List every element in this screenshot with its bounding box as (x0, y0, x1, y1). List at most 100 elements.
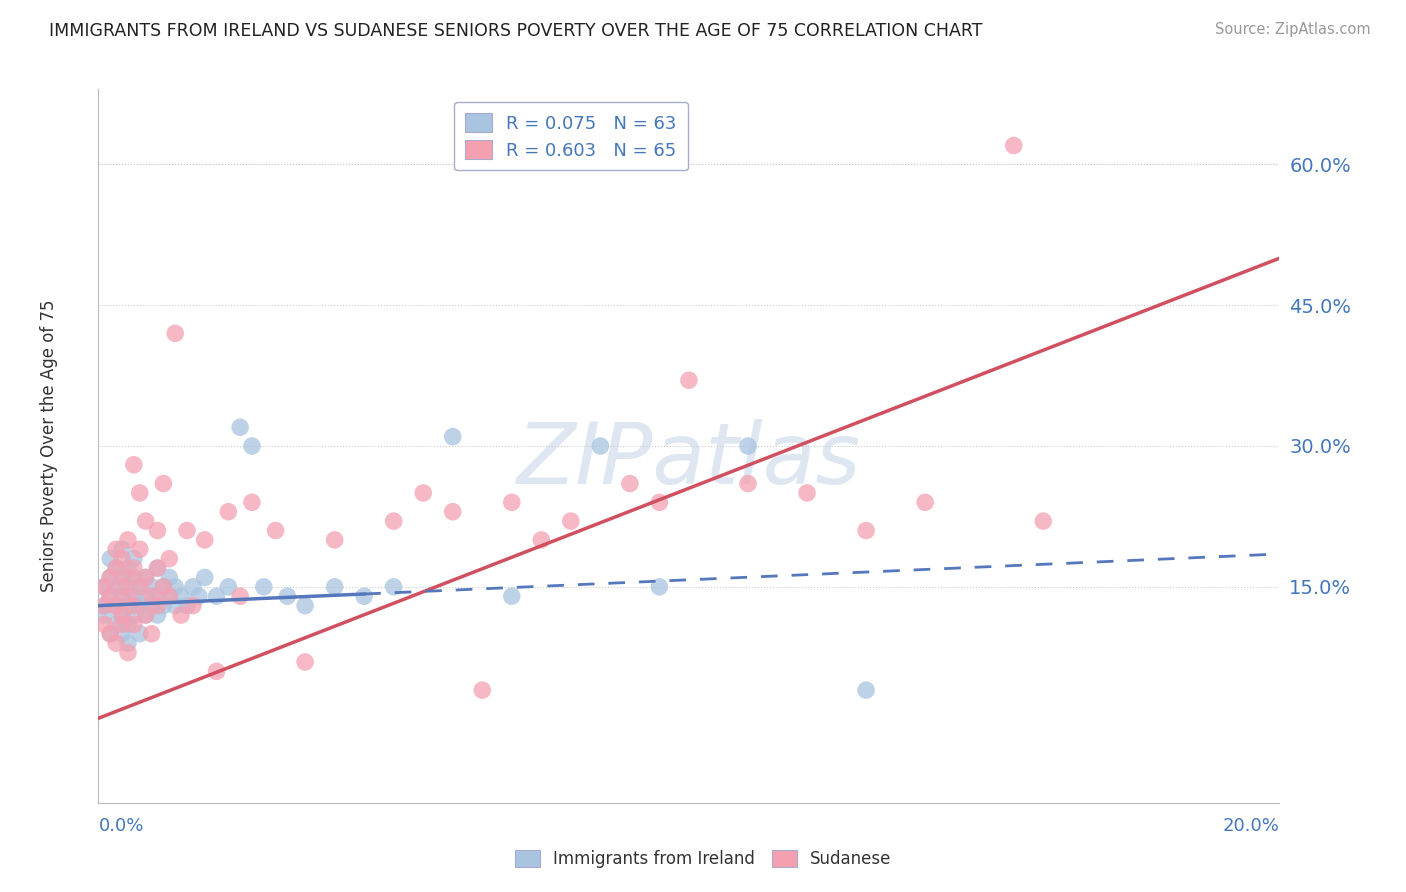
Point (98, 570, 121, 584)
Point (194, 570, 217, 584)
Point (146, 561, 169, 575)
Point (146, 599, 169, 613)
Point (276, 589, 298, 603)
Point (105, 599, 128, 613)
Point (141, 627, 163, 641)
Point (648, 580, 671, 594)
Point (181, 580, 204, 594)
Point (141, 580, 163, 594)
Point (187, 589, 209, 603)
Point (105, 617, 128, 632)
Point (441, 429, 464, 443)
Point (146, 607, 169, 622)
Point (294, 655, 316, 669)
Point (501, 495, 523, 509)
Point (229, 420, 252, 434)
Point (117, 617, 139, 632)
Point (135, 607, 157, 622)
Point (1002, 138, 1025, 153)
Point (412, 486, 434, 500)
Point (152, 580, 174, 594)
Point (560, 514, 582, 528)
Point (157, 570, 180, 584)
Point (111, 589, 134, 603)
Point (678, 373, 700, 387)
Text: 20.0%: 20.0% (1223, 817, 1279, 835)
Point (157, 589, 180, 603)
Point (157, 589, 180, 603)
Point (737, 439, 759, 453)
Point (176, 524, 198, 538)
Point (111, 580, 134, 594)
Point (146, 561, 169, 575)
Point (98, 627, 121, 641)
Point (152, 580, 174, 594)
Point (152, 599, 174, 613)
Text: Source: ZipAtlas.com: Source: ZipAtlas.com (1215, 22, 1371, 37)
Point (111, 542, 134, 557)
Text: Seniors Poverty Over the Age of 75: Seniors Poverty Over the Age of 75 (39, 300, 58, 592)
Point (382, 580, 405, 594)
Point (122, 458, 145, 472)
Point (122, 599, 145, 613)
Point (135, 570, 157, 584)
Point (122, 561, 145, 575)
Point (135, 514, 157, 528)
Point (441, 505, 464, 519)
Point (855, 683, 877, 698)
Point (181, 599, 204, 613)
Point (141, 589, 163, 603)
Point (105, 636, 128, 650)
Text: ZIPatlas: ZIPatlas (517, 418, 860, 502)
Point (117, 580, 139, 594)
Point (294, 599, 316, 613)
Point (93, 617, 115, 632)
Point (194, 533, 217, 547)
Point (165, 599, 187, 613)
Point (93, 599, 115, 613)
Point (152, 476, 174, 491)
Point (264, 524, 287, 538)
Point (157, 551, 180, 566)
Point (98, 627, 121, 641)
Point (128, 542, 150, 557)
Point (117, 589, 139, 603)
Point (146, 589, 169, 603)
Point (98, 589, 121, 603)
Point (501, 589, 523, 603)
Point (111, 607, 134, 622)
Point (135, 607, 157, 622)
Text: 0.0%: 0.0% (98, 817, 143, 835)
Point (98, 589, 121, 603)
Point (98, 551, 121, 566)
Point (105, 561, 128, 575)
Point (122, 607, 145, 622)
Point (111, 551, 134, 566)
Point (122, 551, 145, 566)
Point (98, 570, 121, 584)
Point (530, 533, 553, 547)
Point (93, 607, 115, 622)
Point (128, 627, 150, 641)
Point (117, 570, 139, 584)
Point (170, 607, 193, 622)
Point (111, 627, 134, 641)
Point (205, 665, 228, 679)
Point (353, 589, 375, 603)
Point (128, 486, 150, 500)
Point (141, 599, 163, 613)
Point (471, 683, 494, 698)
Point (176, 599, 198, 613)
Point (93, 599, 115, 613)
Point (122, 589, 145, 603)
Point (619, 476, 641, 491)
Point (240, 495, 263, 509)
Point (135, 589, 157, 603)
Point (855, 524, 877, 538)
Point (170, 589, 193, 603)
Point (111, 607, 134, 622)
Point (589, 439, 612, 453)
Point (105, 599, 128, 613)
Point (146, 524, 169, 538)
Point (93, 580, 115, 594)
